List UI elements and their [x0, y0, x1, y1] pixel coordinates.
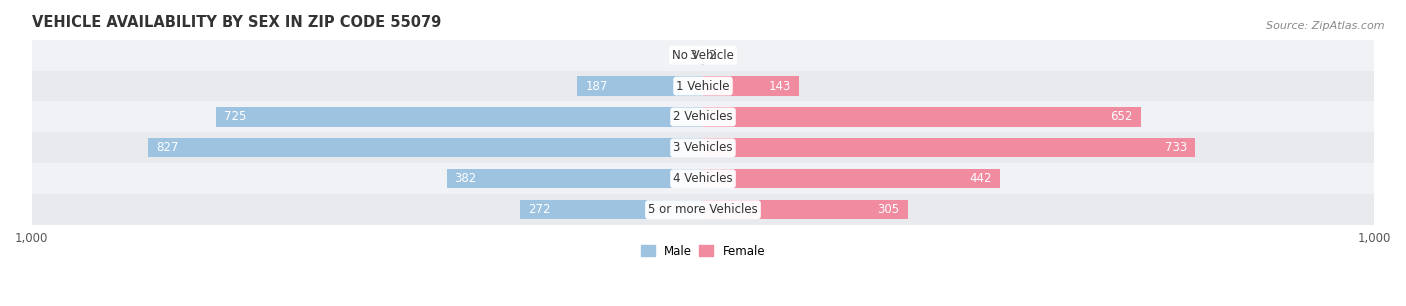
- Bar: [32, 194, 1374, 225]
- Text: No Vehicle: No Vehicle: [672, 49, 734, 62]
- Text: 143: 143: [769, 80, 792, 92]
- Text: 1 Vehicle: 1 Vehicle: [676, 80, 730, 92]
- Bar: [703, 107, 1140, 127]
- Text: 2: 2: [709, 49, 716, 62]
- Bar: [703, 169, 1000, 188]
- Text: 305: 305: [877, 203, 900, 216]
- Text: 2 Vehicles: 2 Vehicles: [673, 110, 733, 123]
- Bar: [578, 76, 703, 95]
- Text: 3: 3: [689, 49, 697, 62]
- Bar: [703, 76, 799, 95]
- Bar: [703, 200, 908, 219]
- Text: 382: 382: [454, 172, 477, 185]
- Bar: [447, 169, 703, 188]
- Text: 272: 272: [529, 203, 551, 216]
- Text: 733: 733: [1164, 141, 1187, 154]
- Bar: [520, 200, 703, 219]
- Bar: [32, 40, 1374, 71]
- Bar: [32, 102, 1374, 132]
- Bar: [32, 71, 1374, 102]
- Bar: [32, 132, 1374, 163]
- Text: VEHICLE AVAILABILITY BY SEX IN ZIP CODE 55079: VEHICLE AVAILABILITY BY SEX IN ZIP CODE …: [32, 15, 441, 30]
- Bar: [148, 138, 703, 158]
- Text: 725: 725: [225, 110, 246, 123]
- Text: 3 Vehicles: 3 Vehicles: [673, 141, 733, 154]
- Bar: [702, 46, 703, 65]
- Bar: [703, 138, 1195, 158]
- Bar: [32, 163, 1374, 194]
- Text: Source: ZipAtlas.com: Source: ZipAtlas.com: [1267, 21, 1385, 32]
- Bar: [217, 107, 703, 127]
- Text: 652: 652: [1111, 110, 1133, 123]
- Text: 827: 827: [156, 141, 179, 154]
- Text: 4 Vehicles: 4 Vehicles: [673, 172, 733, 185]
- Text: 5 or more Vehicles: 5 or more Vehicles: [648, 203, 758, 216]
- Text: 442: 442: [969, 172, 991, 185]
- Legend: Male, Female: Male, Female: [636, 240, 770, 262]
- Text: 187: 187: [585, 80, 607, 92]
